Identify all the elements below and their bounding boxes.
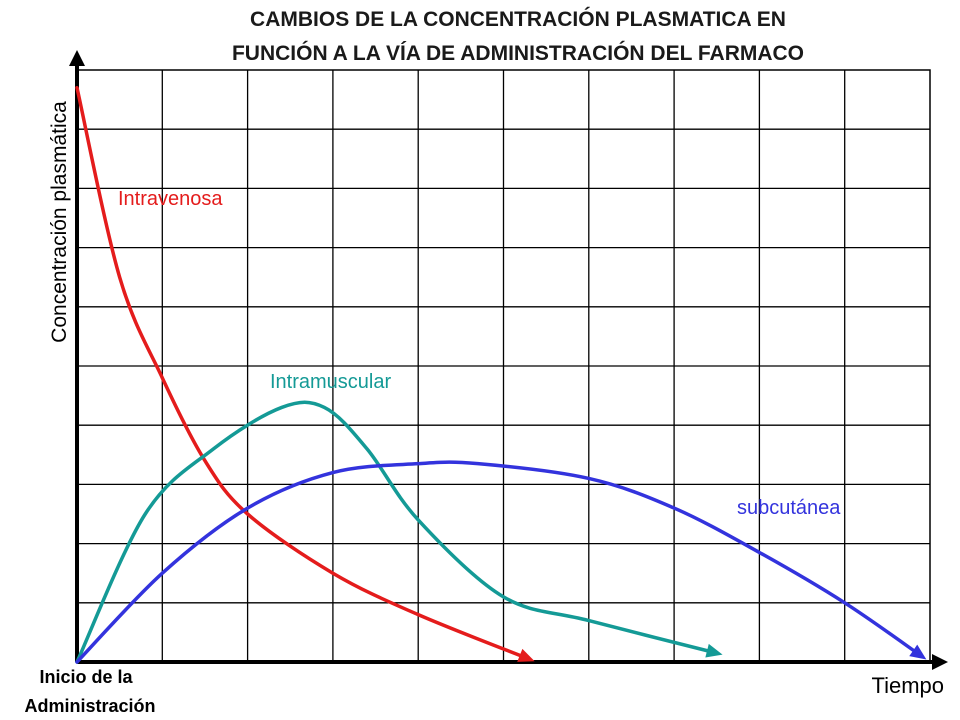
series-subcutanea: subcutánea [75,460,927,664]
series-arrow-intravenosa [517,648,535,662]
origin-label-line-2: Administración [24,696,155,716]
axes [69,50,948,670]
chart-title-line-1: CAMBIOS DE LA CONCENTRACIÓN PLASMATICA E… [250,7,786,31]
x-axis-arrow [932,654,948,670]
series-arrow-intramuscular [705,643,723,658]
series-line-intravenosa [75,86,531,661]
series-intramuscular: Intramuscular [75,371,723,664]
y-axis-arrow [69,50,85,66]
series-label-intravenosa: Intravenosa [118,188,223,210]
series-label-intramuscular: Intramuscular [270,371,391,393]
series-layer: Intravenosa Intramuscular subcutánea [75,86,927,664]
y-axis-label: Concentración plasmática [48,101,71,343]
series-line-subcutanea [75,460,924,664]
series-label-subcutanea: subcutánea [737,497,841,519]
chart-title-line-2: FUNCIÓN A LA VÍA DE ADMINISTRACIÓN DEL F… [232,41,804,65]
x-axis-label: Tiempo [871,673,944,698]
series-intravenosa: Intravenosa [75,86,535,662]
series-arrow-subcutanea [909,644,927,660]
series-line-intramuscular [75,400,719,664]
origin-label-line-1: Inicio de la [39,667,133,687]
grid [76,69,931,663]
